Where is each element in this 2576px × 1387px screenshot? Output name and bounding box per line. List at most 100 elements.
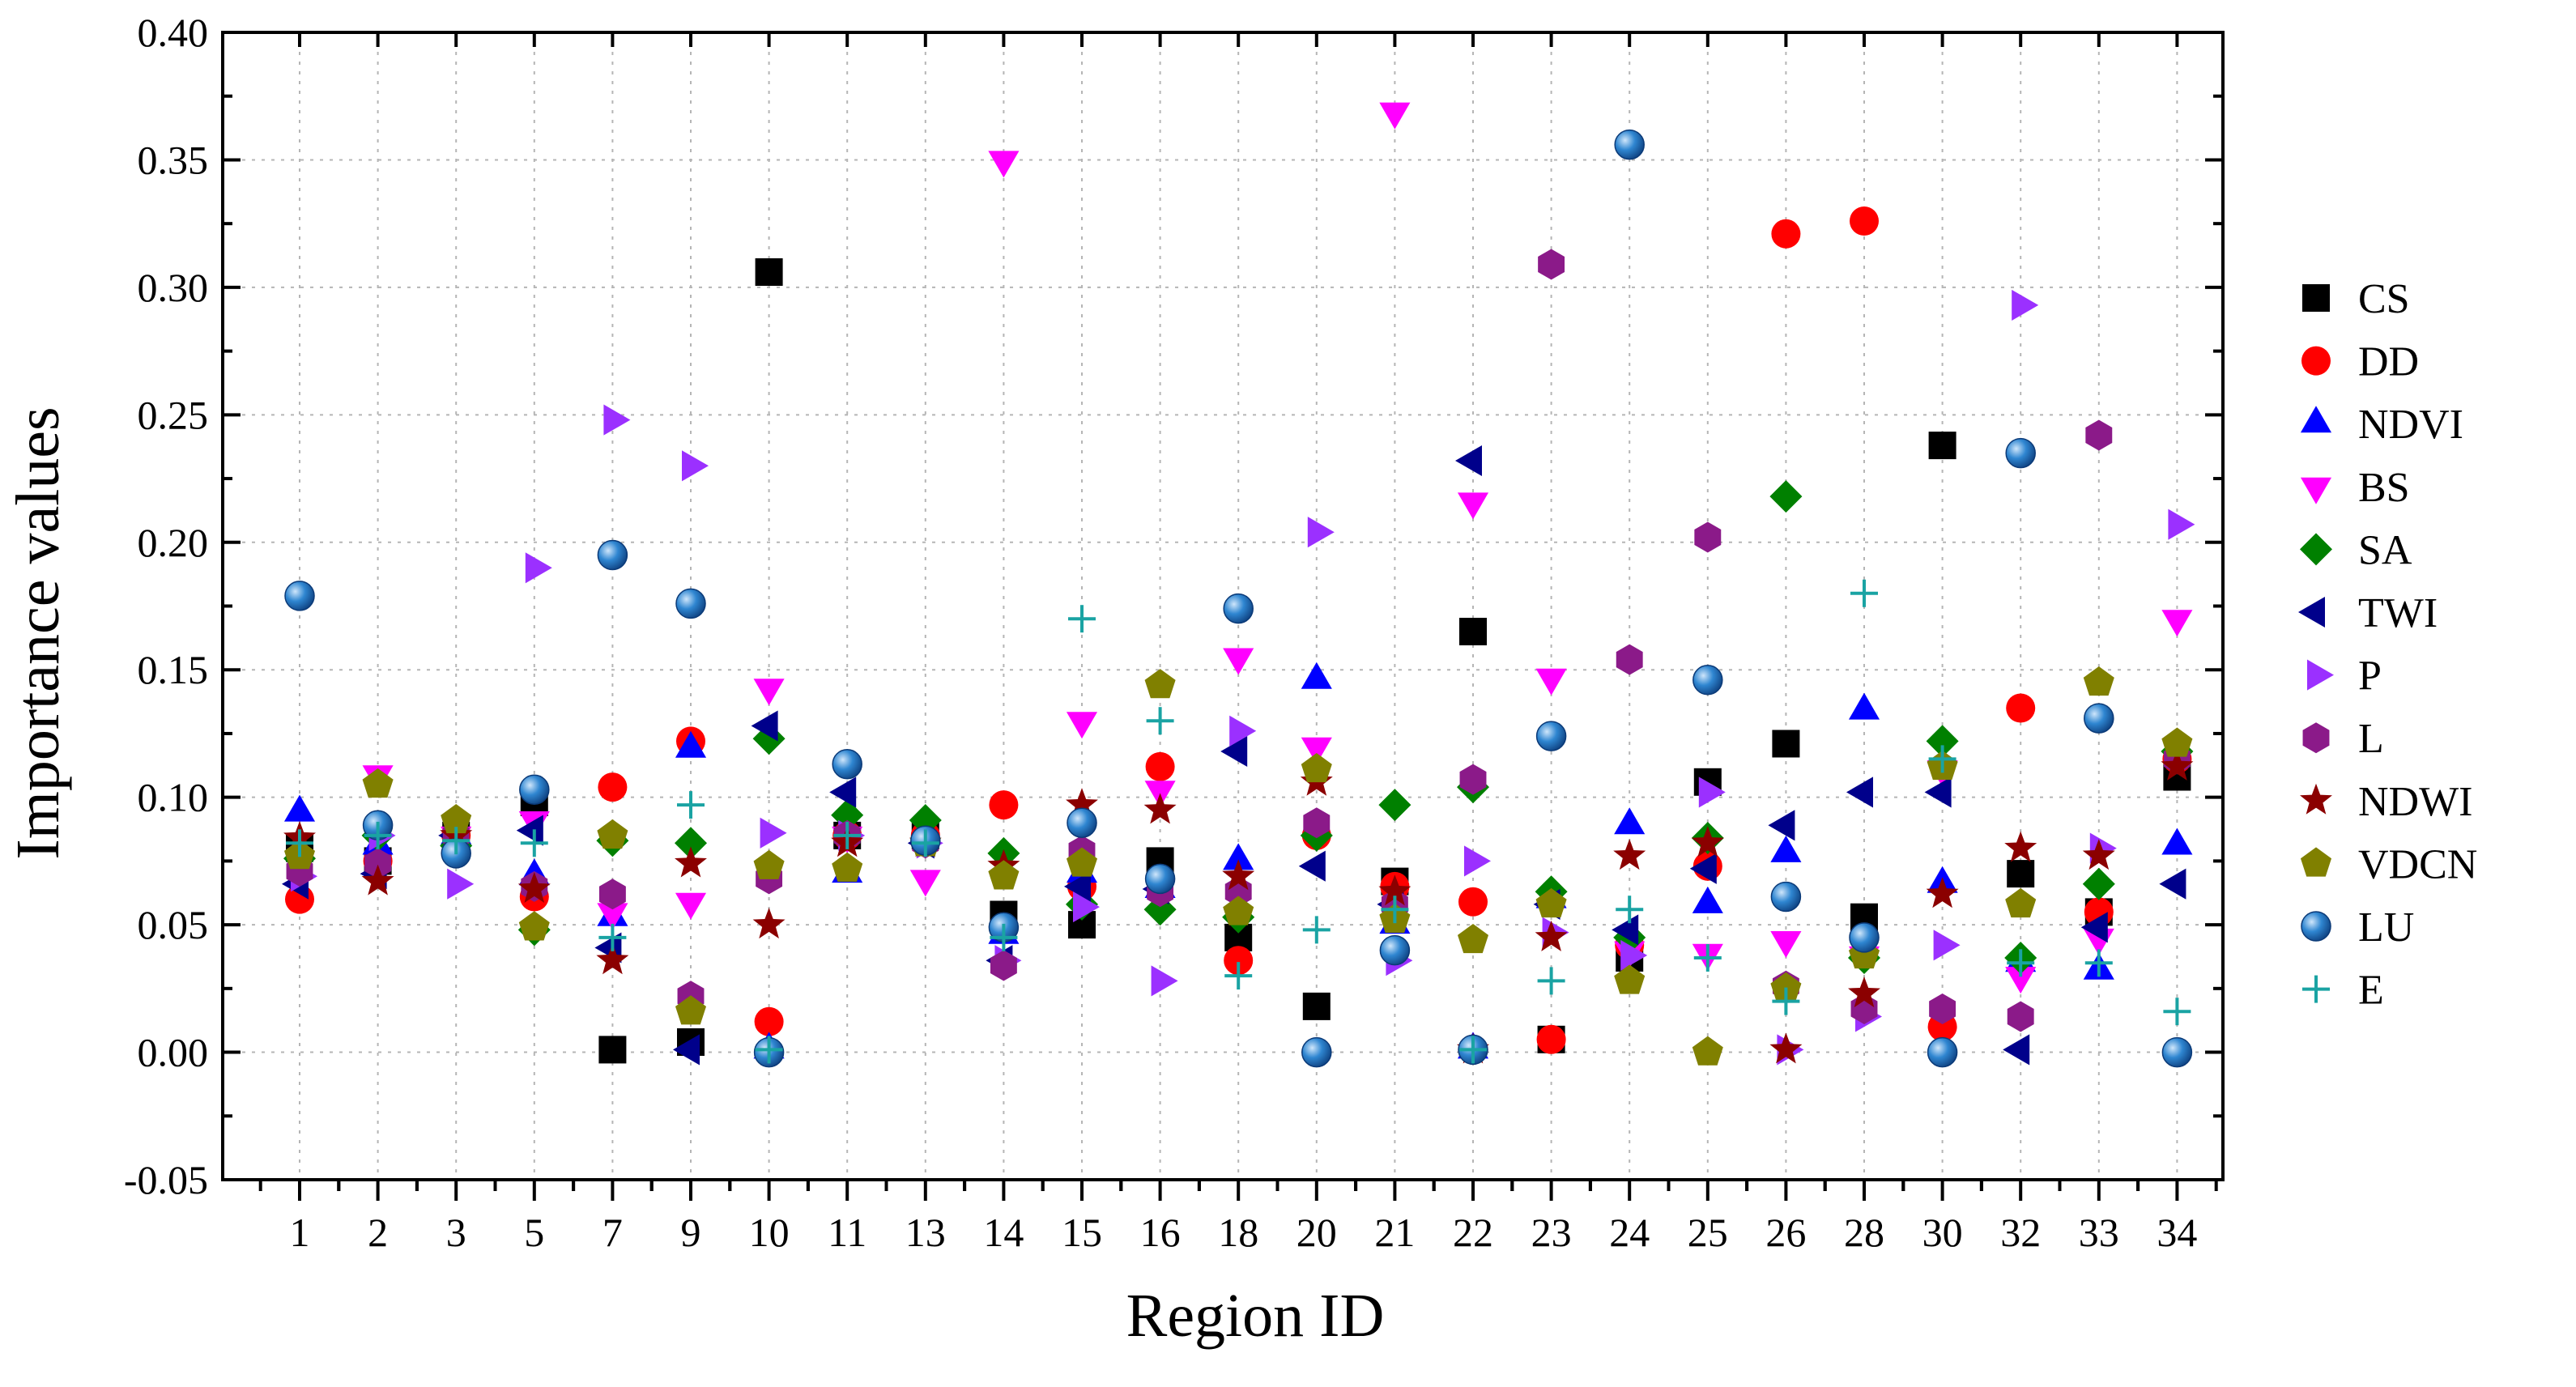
legend-item-lu: LU <box>2301 904 2414 951</box>
legend-item-cs: CS <box>2302 276 2410 322</box>
point-lu-5 <box>519 774 550 805</box>
point-lu-33 <box>2084 703 2114 734</box>
x-tick-label: 1 <box>290 1210 310 1255</box>
point-p-9 <box>682 450 709 482</box>
point-twi-18 <box>1220 735 1248 768</box>
legend-label: VDCN <box>2358 841 2477 887</box>
legend-label: TWI <box>2358 590 2438 636</box>
legend-item-p: P <box>2307 653 2382 700</box>
legend-label: LU <box>2358 904 2414 951</box>
x-tick-label: 5 <box>524 1210 544 1255</box>
point-e-34 <box>2163 998 2191 1026</box>
point-ndwi-25 <box>1691 826 1724 857</box>
point-lu-11 <box>832 748 862 780</box>
point-l-32 <box>2007 1001 2034 1032</box>
legend-marker-p <box>2307 659 2334 691</box>
point-l-24 <box>1616 644 1643 675</box>
point-ndvi-25 <box>1692 886 1723 913</box>
point-p-34 <box>2168 508 2195 540</box>
point-dd-14 <box>989 790 1019 820</box>
point-dd-23 <box>1536 1024 1566 1054</box>
point-p-18 <box>1229 715 1257 747</box>
y-tick-label: 0.10 <box>138 775 209 820</box>
point-lu-16 <box>1144 863 1176 895</box>
point-twi-24 <box>1612 914 1639 946</box>
point-e-15 <box>1068 605 1096 633</box>
legend-marker-e <box>2302 975 2330 1003</box>
point-dd-16 <box>1145 751 1175 781</box>
point-ndwi-32 <box>2004 831 2037 862</box>
point-lu-25 <box>1692 665 1723 696</box>
y-axis-title: Importance values <box>4 406 72 859</box>
legend-marker-sa <box>2300 533 2332 566</box>
legend-label: SA <box>2358 527 2412 573</box>
point-bs-21 <box>1379 102 1411 130</box>
legend-item-dd: DD <box>2301 339 2419 385</box>
point-dd-18 <box>1224 946 1254 976</box>
point-vdcn-25 <box>1692 1036 1723 1066</box>
legend-label: L <box>2358 716 2384 762</box>
y-tick-label: 0.00 <box>138 1030 209 1075</box>
point-vdcn-20 <box>1301 753 1332 783</box>
point-twi-20 <box>1298 850 1326 882</box>
x-tick-label: 25 <box>1688 1210 1728 1255</box>
legend: CS DD NDVI BS SA TWI PL NDWI VDCN LU E <box>2298 276 2477 1014</box>
legend-marker-twi <box>2298 596 2325 628</box>
point-dd-32 <box>2006 693 2036 723</box>
point-ndwi-28 <box>1848 976 1880 1008</box>
point-cs-26 <box>1772 730 1800 758</box>
point-dd-28 <box>1850 206 1879 236</box>
point-bs-23 <box>1535 668 1567 696</box>
legend-label: NDWI <box>2358 779 2473 825</box>
x-tick-label: 2 <box>368 1210 388 1255</box>
point-p-15 <box>1073 891 1100 923</box>
x-tick-label: 15 <box>1062 1210 1102 1255</box>
x-tick-label: 32 <box>2000 1210 2041 1255</box>
x-tick-label: 20 <box>1297 1210 1337 1255</box>
point-p-30 <box>1933 930 1961 961</box>
point-ndwi-10 <box>752 908 786 939</box>
point-vdcn-24 <box>1614 964 1646 994</box>
point-twi-26 <box>1768 810 1795 841</box>
x-tick-label: 16 <box>1140 1210 1181 1255</box>
point-twi-15 <box>1064 870 1091 902</box>
point-l-25 <box>1694 521 1722 553</box>
point-cs-20 <box>1302 992 1331 1020</box>
y-tick-label: 0.25 <box>138 392 209 437</box>
legend-marker-cs <box>2302 284 2330 312</box>
point-vdcn-11 <box>832 852 863 882</box>
point-ndwi-26 <box>1769 1032 1803 1064</box>
point-vdcn-34 <box>2161 727 2193 757</box>
point-p-5 <box>525 552 552 584</box>
point-sa-26 <box>1769 480 1803 513</box>
point-ndwi-5 <box>517 872 551 903</box>
point-vdcn-16 <box>1144 669 1176 699</box>
point-sa-33 <box>2082 867 2115 900</box>
point-vdcn-9 <box>675 995 707 1025</box>
point-e-7 <box>598 923 627 951</box>
point-twi-9 <box>673 1034 700 1066</box>
point-bs-22 <box>1457 492 1489 520</box>
point-bs-10 <box>753 679 785 706</box>
point-twi-34 <box>2159 868 2186 900</box>
point-e-20 <box>1302 916 1331 944</box>
point-dd-22 <box>1458 887 1488 917</box>
point-p-7 <box>603 404 631 436</box>
point-vdcn-5 <box>518 911 550 941</box>
legend-item-e: E <box>2302 968 2384 1014</box>
point-lu-34 <box>2161 1036 2193 1068</box>
y-tick-label: 0.40 <box>138 10 209 55</box>
legend-item-l: L <box>2302 716 2384 762</box>
point-cs-22 <box>1459 618 1487 645</box>
point-lu-23 <box>1535 721 1567 751</box>
point-lu-26 <box>1770 881 1802 913</box>
point-e-25 <box>1693 944 1722 972</box>
point-e-3 <box>442 827 470 855</box>
axes: -0.05 0.00 0.05 0.10 0.15 0.20 0.25 0.30 0.35 0.4… <box>124 10 2225 1255</box>
x-tick-label: 26 <box>1765 1210 1806 1255</box>
legend-marker-bs <box>2300 477 2332 504</box>
legend-item-sa: SA <box>2300 527 2412 573</box>
point-e-1 <box>286 829 313 857</box>
point-cs-10 <box>755 258 783 286</box>
